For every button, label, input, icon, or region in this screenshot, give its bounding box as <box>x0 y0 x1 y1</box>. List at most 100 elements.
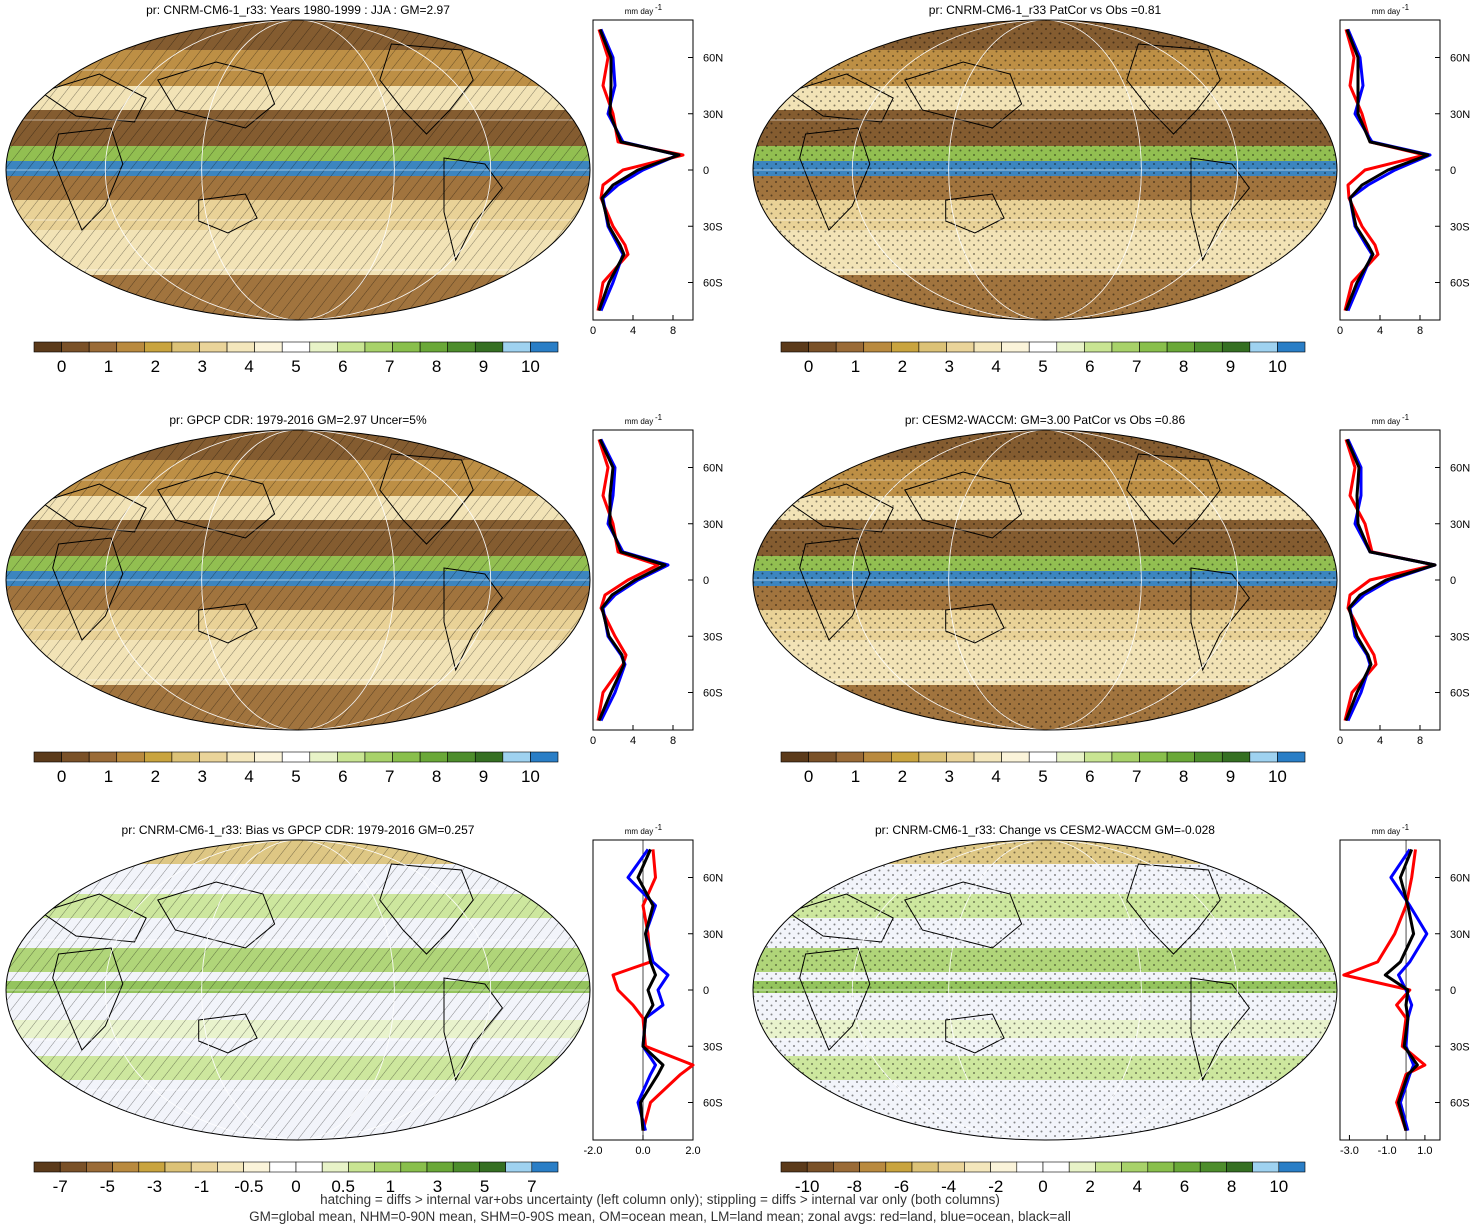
colorbar-swatch <box>321 1161 349 1173</box>
zonal-line-all <box>1344 438 1437 722</box>
colorbar-tick-label: 9 <box>1226 357 1235 376</box>
lat-tick-label: 60N <box>703 53 723 65</box>
colorbar-swatch <box>1056 341 1085 353</box>
panel-3: pr: GPCP CDR: 1979-2016 GM=2.97 Uncer=5%… <box>5 413 723 786</box>
colorbar-swatch <box>269 1161 297 1173</box>
colorbar-swatch <box>891 751 920 763</box>
colorbar-swatch <box>1028 751 1058 763</box>
colorbar-swatch <box>502 341 531 353</box>
colorbar-tick-label: 4 <box>1133 1177 1142 1196</box>
colorbar-tick-label: 6 <box>1085 767 1094 786</box>
lat-tick-label: 0 <box>1450 165 1456 177</box>
colorbar-swatch <box>918 751 947 763</box>
x-tick-label: 8 <box>1417 325 1423 337</box>
colorbar-swatch <box>447 751 476 763</box>
map-panel <box>752 19 1338 321</box>
zonal-unit-label: mm day <box>1372 417 1400 426</box>
colorbar-swatch <box>144 751 173 763</box>
zonal-unit-superscript: -1 <box>655 3 663 12</box>
zonal-mean-plot: mm day -1 60N 30N 0 30S 60S 0 4 8 <box>590 3 723 337</box>
zonal-line-all <box>1383 848 1419 1131</box>
zonal-line-land <box>1343 438 1437 721</box>
colorbar-swatch <box>780 1161 808 1173</box>
colorbar-swatch <box>918 341 947 353</box>
colorbar-tick-label: 0 <box>291 1177 300 1196</box>
lat-tick-label: 30S <box>1450 631 1470 643</box>
colorbar-tick-label: 6 <box>338 357 347 376</box>
colorbar-swatch <box>780 751 809 763</box>
colorbar-swatch <box>1028 341 1058 353</box>
colorbar-swatch <box>190 1161 218 1173</box>
panel-title: pr: CNRM-CM6-1_r33 PatCor vs Obs =0.81 <box>929 3 1162 17</box>
zonal-plot-frame <box>592 429 694 731</box>
colorbar-tick-label: 10 <box>1269 1177 1288 1196</box>
colorbar-tick-label: -10 <box>795 1177 820 1196</box>
colorbar-tick-label: 1 <box>104 767 113 786</box>
colorbar-swatch <box>309 751 338 763</box>
panel-title: pr: CNRM-CM6-1_r33: Bias vs GPCP CDR: 19… <box>122 823 475 837</box>
colorbar-swatch <box>447 341 476 353</box>
zonal-unit-superscript: -1 <box>655 823 663 832</box>
colorbar-tick-label: -4 <box>941 1177 956 1196</box>
colorbar-swatch <box>199 341 228 353</box>
lat-tick-label: 30S <box>703 221 723 233</box>
colorbar-swatch <box>474 341 504 353</box>
colorbar-tick-label: 5 <box>1038 357 1047 376</box>
colorbar-swatch <box>1001 751 1030 763</box>
colorbar-swatch <box>392 751 421 763</box>
colorbar-swatch <box>59 1161 87 1173</box>
colorbar-swatch <box>859 1161 887 1173</box>
colorbar-swatch <box>348 1161 375 1173</box>
colorbar-swatch <box>1121 1161 1149 1173</box>
zonal-unit-superscript: -1 <box>655 413 663 422</box>
map-panel <box>752 429 1338 731</box>
colorbar-tick-label: 8 <box>1179 357 1188 376</box>
colorbar-swatch <box>806 1161 834 1173</box>
colorbar-tick-label: 4 <box>991 357 1000 376</box>
colorbar-swatch <box>1084 341 1113 353</box>
panel-5: pr: CNRM-CM6-1_r33: Bias vs GPCP CDR: 19… <box>5 823 723 1196</box>
colorbar-swatch <box>226 751 255 763</box>
colorbar-swatch <box>474 751 504 763</box>
panel-title: pr: GPCP CDR: 1979-2016 GM=2.97 Uncer=5% <box>169 413 427 427</box>
colorbar-tick-label: -1 <box>194 1177 209 1196</box>
colorbar-swatch <box>946 341 975 353</box>
colorbar-tick-label: 1 <box>851 767 860 786</box>
colorbar-swatch <box>400 1161 428 1173</box>
colorbar-swatch <box>364 341 393 353</box>
colorbar-swatch <box>1001 341 1030 353</box>
x-tick-label: 4 <box>630 325 636 337</box>
zonal-mean-plot: mm day -1 60N 30N 0 30S 60S 0 4 8 <box>1337 3 1470 337</box>
graticule-meridian <box>201 20 395 320</box>
colorbar-swatch <box>531 1161 559 1173</box>
colorbar-tick-label: -5 <box>100 1177 115 1196</box>
colorbar-swatch <box>505 1161 533 1173</box>
colorbar-tick-label: -2 <box>988 1177 1003 1196</box>
colorbar-tick-label: 1 <box>386 1177 395 1196</box>
lat-tick-label: 60S <box>703 278 723 290</box>
colorbar-swatch <box>61 751 90 763</box>
lat-tick-label: 0 <box>1450 985 1456 997</box>
graticule-meridian <box>851 20 1239 320</box>
x-tick-label: -2.0 <box>584 1145 603 1157</box>
colorbar-tick-label: 9 <box>1226 767 1235 786</box>
colorbar-swatch <box>33 341 62 353</box>
colorbar-tick-label: 0 <box>804 357 813 376</box>
colorbar: 0 1 2 3 4 5 6 7 8 9 10 <box>780 341 1306 376</box>
colorbar-swatch <box>116 751 145 763</box>
colorbar-swatch <box>937 1161 965 1173</box>
x-tick-label: 0 <box>1337 325 1343 337</box>
colorbar: 0 1 2 3 4 5 6 7 8 9 10 <box>33 341 559 376</box>
colorbar-tick-label: 1 <box>851 357 860 376</box>
panels-layer: pr: CNRM-CM6-1_r33: Years 1980-1999 : JJ… <box>5 3 1470 1196</box>
colorbar-swatch <box>973 341 1002 353</box>
colorbar-swatch <box>116 341 145 353</box>
colorbar-tick-label: 8 <box>1179 767 1188 786</box>
colorbar-swatch <box>1147 1161 1175 1173</box>
colorbar-swatch <box>295 1161 323 1173</box>
panel-4: pr: CESM2-WACCM: GM=3.00 PatCor vs Obs =… <box>752 413 1470 786</box>
colorbar-swatch <box>1199 1161 1227 1173</box>
colorbar-tick-label: -8 <box>847 1177 862 1196</box>
panel-1: pr: CNRM-CM6-1_r33: Years 1980-1999 : JJ… <box>5 3 723 376</box>
colorbar-swatch <box>530 751 559 763</box>
